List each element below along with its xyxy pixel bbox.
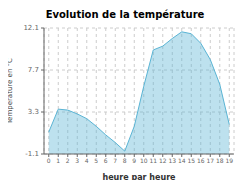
svg-text:0: 0: [47, 157, 51, 164]
svg-text:heure par heure: heure par heure: [102, 173, 176, 180]
svg-text:12.1: 12.1: [23, 24, 39, 32]
svg-text:4: 4: [85, 157, 89, 164]
svg-text:3.3: 3.3: [28, 108, 39, 116]
svg-text:15: 15: [187, 157, 195, 164]
svg-text:11: 11: [149, 157, 157, 164]
svg-text:7.7: 7.7: [28, 66, 39, 74]
svg-text:5: 5: [94, 157, 98, 164]
svg-text:17: 17: [206, 157, 214, 164]
svg-text:9: 9: [132, 157, 136, 164]
svg-text:6: 6: [104, 157, 108, 164]
svg-text:14: 14: [178, 157, 186, 164]
svg-text:1: 1: [56, 157, 60, 164]
svg-text:18: 18: [216, 157, 224, 164]
svg-text:19: 19: [225, 157, 233, 164]
svg-text:2: 2: [66, 157, 70, 164]
svg-text:13: 13: [168, 157, 176, 164]
svg-text:12: 12: [159, 157, 167, 164]
svg-text:8: 8: [123, 157, 127, 164]
svg-text:-1.1: -1.1: [25, 150, 39, 158]
html-text:Evolution de la température: Evolution de la température: [45, 9, 205, 20]
svg-text:16: 16: [197, 157, 205, 164]
svg-text:Température en °C: Température en °C: [8, 58, 14, 125]
svg-text:7: 7: [113, 157, 117, 164]
svg-text:3: 3: [75, 157, 79, 164]
svg-text:10: 10: [140, 157, 148, 164]
